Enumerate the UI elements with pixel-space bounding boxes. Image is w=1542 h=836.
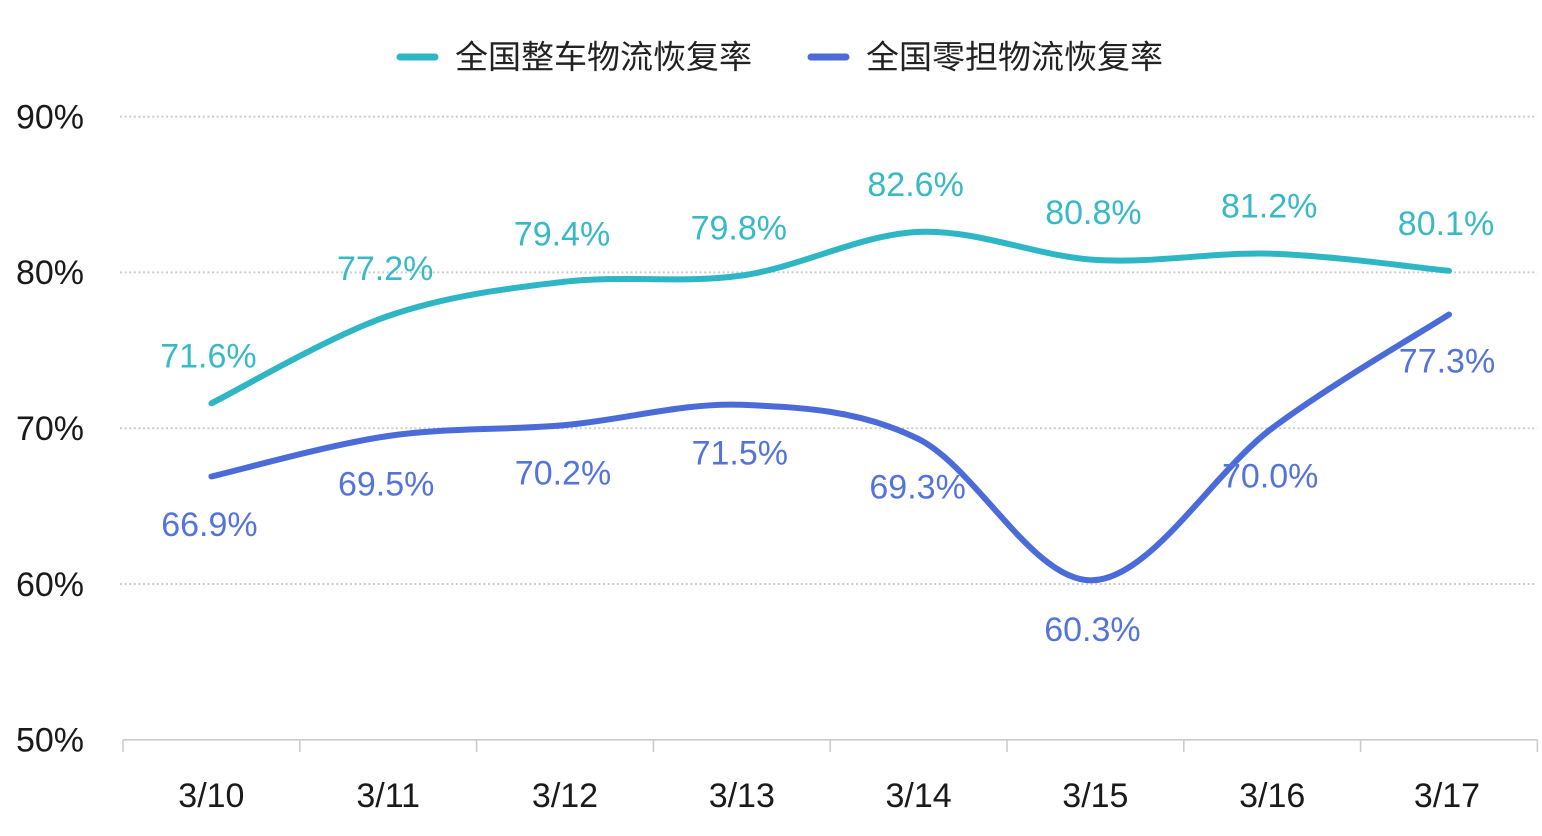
svg-text:70%: 70% [16,410,84,448]
svg-text:3/17: 3/17 [1414,777,1480,815]
svg-text:82.6%: 82.6% [867,166,963,204]
svg-text:71.6%: 71.6% [160,337,256,375]
svg-text:71.5%: 71.5% [692,434,788,472]
svg-text:81.2%: 81.2% [1221,188,1317,226]
svg-text:90%: 90% [16,98,84,136]
svg-text:3/13: 3/13 [709,777,775,815]
svg-text:69.5%: 69.5% [338,466,434,504]
svg-text:80.8%: 80.8% [1045,194,1141,232]
svg-text:79.8%: 79.8% [691,210,787,248]
svg-text:3/14: 3/14 [886,777,952,815]
svg-text:60.3%: 60.3% [1044,611,1140,649]
svg-text:3/11: 3/11 [356,777,420,815]
svg-text:3/16: 3/16 [1239,777,1305,815]
svg-text:77.3%: 77.3% [1399,343,1495,381]
svg-text:3/15: 3/15 [1062,777,1128,815]
svg-text:60%: 60% [16,566,84,604]
svg-text:69.3%: 69.3% [869,469,965,507]
svg-text:80%: 80% [16,254,84,292]
svg-text:66.9%: 66.9% [161,506,257,544]
svg-text:3/12: 3/12 [532,777,598,815]
svg-text:70.2%: 70.2% [515,455,611,493]
svg-text:3/10: 3/10 [178,777,244,815]
svg-text:70.0%: 70.0% [1222,458,1318,496]
svg-text:50%: 50% [16,722,84,760]
svg-text:79.4%: 79.4% [514,216,610,254]
svg-text:77.2%: 77.2% [337,250,433,288]
svg-text:80.1%: 80.1% [1398,205,1494,243]
